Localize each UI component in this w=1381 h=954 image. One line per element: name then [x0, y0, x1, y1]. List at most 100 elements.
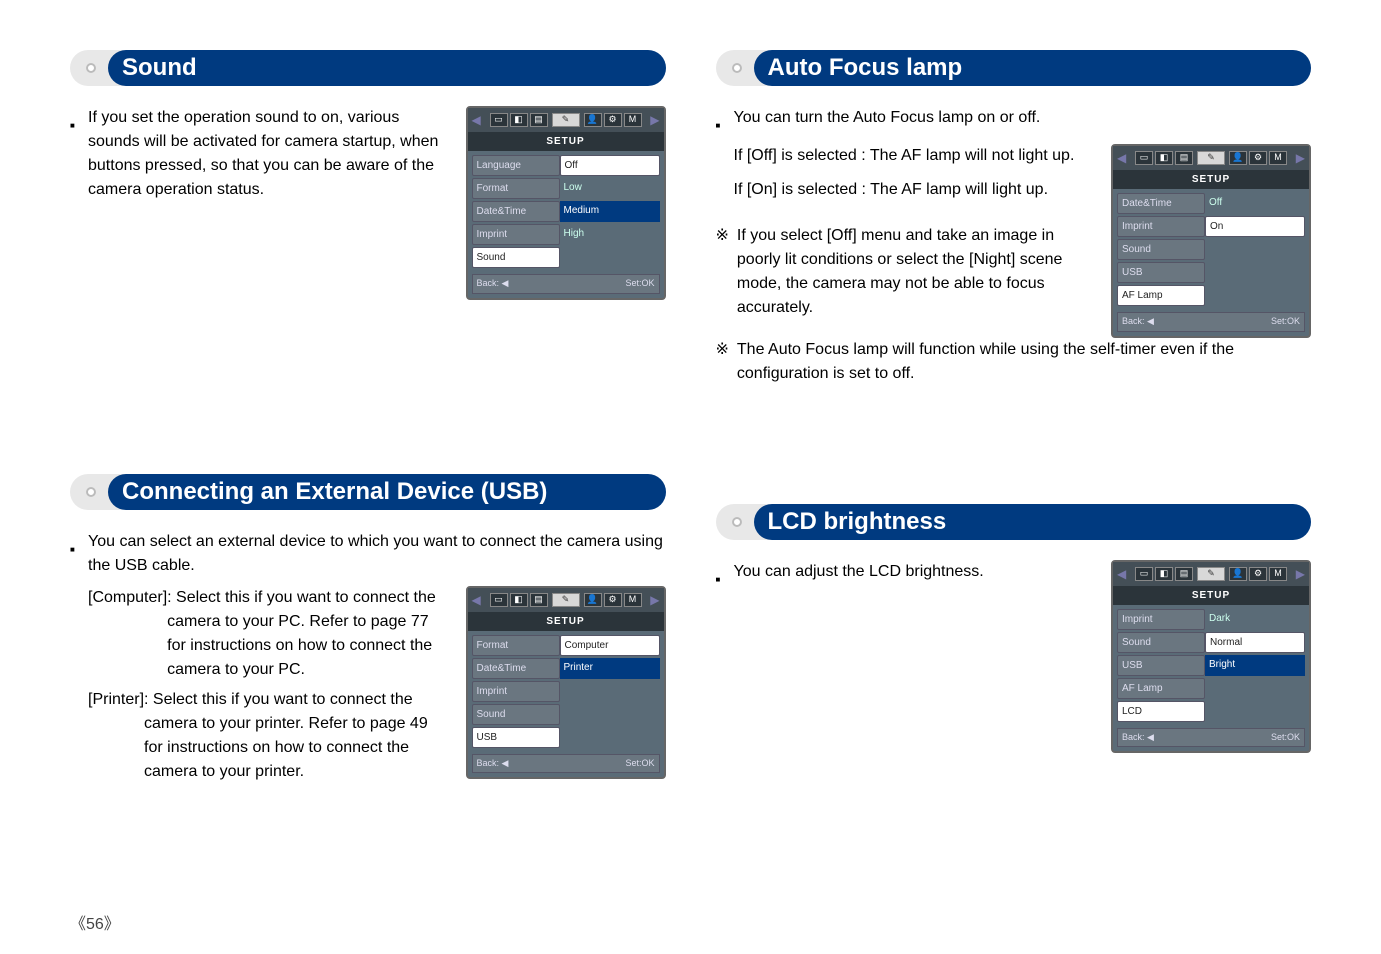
- menu-tab-icon: 👤: [584, 593, 602, 607]
- menu-wrench-tab-icon: ✎: [552, 113, 580, 127]
- af-note2-row: ※ The Auto Focus lamp will function whil…: [716, 338, 1312, 386]
- menu-row-label: Sound: [1117, 239, 1205, 260]
- bullet-af: You can turn the Auto Focus lamp on or o…: [716, 106, 1312, 136]
- usb-computer-label: [Computer]: [88, 586, 167, 682]
- menu-wrench-tab-icon: ✎: [1197, 151, 1225, 165]
- menu-row-label: AF Lamp: [1117, 678, 1205, 699]
- menu-tab-icon: ▭: [1135, 567, 1153, 581]
- menu-tab-icon: ▤: [1175, 151, 1193, 165]
- menu-row-label: Imprint: [472, 681, 560, 702]
- menu-back-label: Back: ◀: [1122, 731, 1154, 745]
- menu-back-label: Back: ◀: [477, 277, 509, 291]
- usb-computer-desc: : Select this if you want to connect the…: [167, 586, 445, 682]
- menu-row-value: Low: [560, 178, 660, 199]
- section-lcd: LCD brightness You can adjust the LCD br…: [716, 474, 1312, 790]
- menu-arrow-right-icon: ▶: [650, 111, 659, 129]
- menu-row: USBBright: [1117, 655, 1305, 676]
- menu-row: ImprintDark: [1117, 609, 1305, 630]
- bullet-af-text: You can turn the Auto Focus lamp on or o…: [734, 106, 1041, 136]
- menu-tab-icon: ◧: [1155, 567, 1173, 581]
- menu-back-label: Back: ◀: [477, 757, 509, 771]
- heading-sound: Sound: [70, 50, 666, 86]
- menu-wrench-tab-icon: ✎: [552, 593, 580, 607]
- menu-tab-icon: ◧: [510, 113, 528, 127]
- af-note1-row: ※ If you select [Off] menu and take an i…: [716, 224, 1092, 320]
- menu-row-label: Date&Time: [472, 658, 560, 679]
- menu-tab-icon: ◧: [510, 593, 528, 607]
- page-number: 《56》: [70, 910, 120, 934]
- heading-title-sound: Sound: [108, 50, 666, 86]
- heading-dot-icon: [732, 63, 742, 73]
- menu-tab-icon: 👤: [1229, 567, 1247, 581]
- usb-printer-desc: : Select this if you want to connect the…: [144, 688, 445, 784]
- reference-mark-icon: ※: [716, 338, 729, 386]
- menu-row: Date&TimePrinter: [472, 658, 660, 679]
- usb-printer-label: [Printer]: [88, 688, 144, 784]
- menu-row-label: Imprint: [1117, 609, 1205, 630]
- menu-row-label: Language: [472, 155, 560, 176]
- menu-row-label: LCD: [1117, 701, 1205, 722]
- menu-tab-icon: ▤: [530, 113, 548, 127]
- menu-tab-icon: M: [624, 113, 642, 127]
- menu-usb: ◀▭◧▤✎👤⚙M▶SETUPFormatComputerDate&TimePri…: [466, 586, 666, 780]
- menu-row-value: Off: [1205, 193, 1305, 214]
- menu-tab-icon: ▭: [490, 113, 508, 127]
- menu-row: Sound: [472, 247, 660, 268]
- menu-row-value: Printer: [560, 658, 660, 679]
- menu-wrench-tab-icon: ✎: [1197, 567, 1225, 581]
- menu-row-value: [1205, 285, 1305, 306]
- menu-row-label: Sound: [1117, 632, 1205, 653]
- heading-title-usb: Connecting an External Device (USB): [108, 474, 666, 510]
- heading-dot-icon: [86, 63, 96, 73]
- square-bullet-icon: [716, 112, 726, 136]
- bullet-sound-text: If you set the operation sound to on, va…: [88, 106, 446, 202]
- menu-tab-icon: ▤: [530, 593, 548, 607]
- heading-af: Auto Focus lamp: [716, 50, 1312, 86]
- section-af: Auto Focus lamp You can turn the Auto Fo…: [716, 50, 1312, 394]
- menu-row: Imprint: [472, 681, 660, 702]
- menu-row: Date&TimeOff: [1117, 193, 1305, 214]
- menu-row: FormatComputer: [472, 635, 660, 656]
- menu-arrow-left-icon: ◀: [1117, 149, 1126, 167]
- menu-row-value: Bright: [1205, 655, 1305, 676]
- menu-back-label: Back: ◀: [1122, 315, 1154, 329]
- menu-row-label: Format: [472, 178, 560, 199]
- heading-title-af: Auto Focus lamp: [754, 50, 1312, 86]
- menu-title: SETUP: [468, 612, 664, 631]
- menu-row-value: [1205, 678, 1305, 699]
- menu-row-label: Date&Time: [472, 201, 560, 222]
- menu-row-value: [1205, 239, 1305, 260]
- menu-row: Date&TimeMedium: [472, 201, 660, 222]
- menu-row-value: [560, 704, 660, 725]
- menu-row: USB: [472, 727, 660, 748]
- menu-row-label: USB: [472, 727, 560, 748]
- menu-row: SoundNormal: [1117, 632, 1305, 653]
- bullet-usb-text: You can select an external device to whi…: [88, 530, 666, 578]
- menu-row-label: Date&Time: [1117, 193, 1205, 214]
- menu-arrow-right-icon: ▶: [650, 591, 659, 609]
- bullet-sound: If you set the operation sound to on, va…: [70, 106, 446, 202]
- menu-tab-icon: ⚙: [604, 593, 622, 607]
- bullet-lcd-text: You can adjust the LCD brightness.: [734, 560, 984, 590]
- menu-row-label: Imprint: [1117, 216, 1205, 237]
- bullet-usb: You can select an external device to whi…: [70, 530, 666, 578]
- menu-row-value: [1205, 701, 1305, 722]
- menu-row: ImprintOn: [1117, 216, 1305, 237]
- menu-row: ImprintHigh: [472, 224, 660, 245]
- menu-title: SETUP: [468, 132, 664, 151]
- menu-tab-icon: ◧: [1155, 151, 1173, 165]
- menu-row: LanguageOff: [472, 155, 660, 176]
- menu-row: LCD: [1117, 701, 1305, 722]
- section-sound: Sound If you set the operation sound to …: [70, 50, 666, 394]
- menu-row-value: Off: [560, 155, 660, 176]
- menu-lcd: ◀▭◧▤✎👤⚙M▶SETUPImprintDarkSoundNormalUSBB…: [1111, 560, 1311, 754]
- menu-row-label: Sound: [472, 704, 560, 725]
- menu-af: ◀▭◧▤✎👤⚙M▶SETUPDate&TimeOffImprintOnSound…: [1111, 144, 1311, 338]
- menu-set-label: Set:OK: [625, 757, 654, 771]
- af-on-line: If [On] is selected : The AF lamp will l…: [716, 178, 1092, 202]
- menu-tab-icon: ⚙: [1249, 567, 1267, 581]
- menu-arrow-left-icon: ◀: [472, 591, 481, 609]
- menu-tab-icon: ▭: [490, 593, 508, 607]
- menu-tab-icon: 👤: [584, 113, 602, 127]
- menu-tab-icon: ▤: [1175, 567, 1193, 581]
